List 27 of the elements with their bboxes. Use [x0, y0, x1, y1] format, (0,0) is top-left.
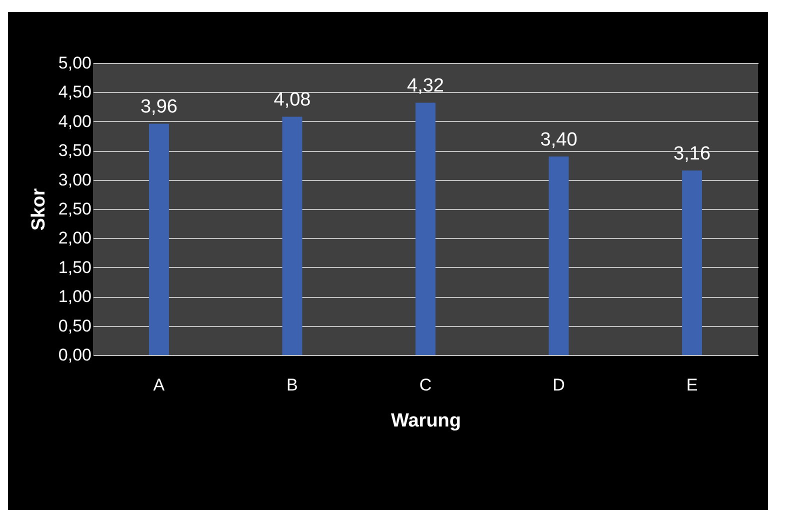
bar — [416, 102, 436, 355]
data-label: 3,96 — [140, 96, 178, 118]
y-tick-label: 2,50 — [58, 200, 92, 218]
y-tick-label: 4,00 — [58, 112, 92, 131]
data-label: 4,32 — [407, 76, 444, 97]
y-tick-label: 1,50 — [58, 258, 92, 277]
y-tick-label: 3,50 — [58, 141, 92, 160]
bar — [148, 124, 169, 355]
bar — [282, 116, 302, 355]
y-tick-label: 3,00 — [58, 170, 92, 190]
y-tick-label: 1,00 — [58, 287, 92, 306]
y-tick-label: 0,50 — [58, 316, 92, 336]
y-tick-label: 2,00 — [58, 228, 92, 248]
x-tick-label: C — [419, 376, 432, 394]
x-tick-label: B — [286, 376, 298, 394]
y-tick-label: 5,00 — [58, 54, 92, 72]
y-tick-label: 4,50 — [58, 82, 92, 102]
y-tick-label: 0,00 — [58, 346, 92, 364]
x-tick-label: A — [153, 376, 166, 394]
x-axis-title: Warung — [390, 410, 462, 432]
x-tick-label: E — [686, 376, 698, 394]
bar — [548, 156, 569, 355]
x-tick-label: D — [552, 376, 565, 394]
bar — [682, 170, 702, 355]
data-label: 3,40 — [540, 129, 578, 150]
data-label: 4,08 — [274, 90, 311, 111]
y-axis-title: Skor — [28, 188, 50, 231]
